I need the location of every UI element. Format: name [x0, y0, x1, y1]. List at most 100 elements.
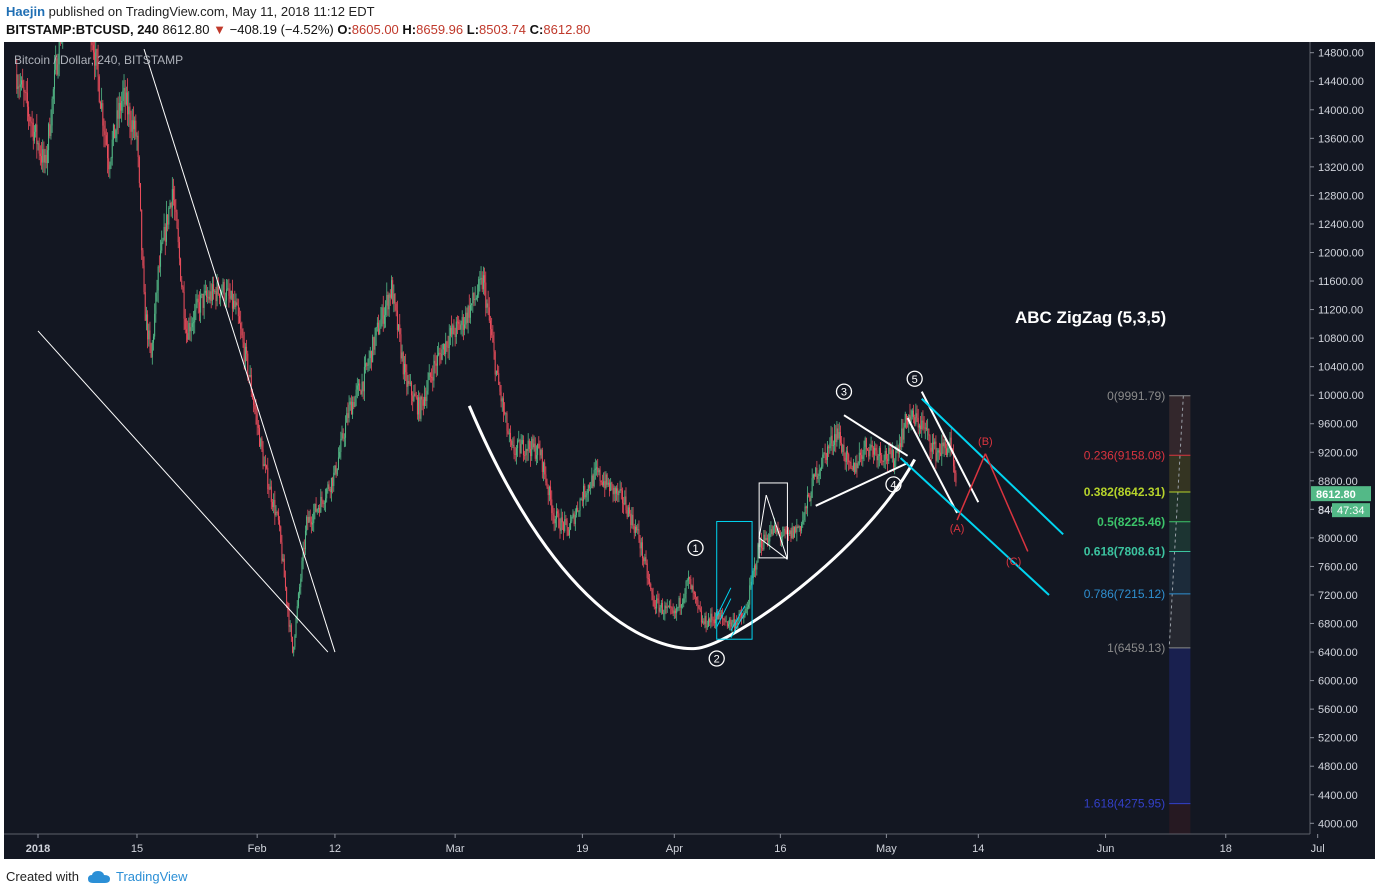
candle-body: [208, 296, 210, 300]
candle-body: [596, 467, 598, 469]
candle-body: [514, 453, 516, 455]
time-tick-label: Feb: [248, 843, 267, 855]
last-price-tag: [1311, 486, 1371, 502]
candle-body: [527, 440, 529, 451]
candle-body: [383, 315, 385, 324]
candle-body: [297, 593, 299, 607]
candle-body: [134, 120, 136, 130]
candle-body: [116, 110, 118, 131]
candle-body: [768, 541, 770, 543]
candle-body: [206, 290, 208, 298]
time-tick-label: May: [876, 843, 897, 855]
candle-body: [140, 183, 142, 210]
candle-body: [546, 482, 548, 488]
candle-body: [810, 497, 812, 501]
candle-body: [418, 397, 420, 415]
candle-body: [238, 316, 240, 324]
candle-body: [299, 587, 301, 594]
abc-wave-label: (C): [1006, 556, 1021, 568]
candle-body: [115, 130, 117, 139]
candle-body: [884, 450, 886, 461]
drawings-layer: [37, 48, 1064, 653]
candle-body: [553, 514, 555, 524]
candle-body: [416, 397, 418, 415]
candle-body: [224, 300, 226, 302]
candle-body: [942, 442, 944, 447]
candle-body: [498, 373, 500, 385]
candle-body: [49, 124, 51, 137]
candle-body: [243, 342, 245, 362]
mini-channel-line: [730, 605, 746, 631]
candle-body: [580, 499, 582, 501]
candle-body: [128, 106, 130, 115]
candle-body: [808, 494, 810, 496]
candle-body: [540, 449, 542, 456]
candle-body: [290, 625, 292, 637]
candle-body: [816, 467, 818, 480]
candle-body: [871, 444, 873, 448]
decline-wedge-upper: [920, 391, 980, 503]
candle-body: [178, 242, 180, 259]
candle-body: [814, 474, 816, 477]
candle-body: [789, 530, 791, 534]
candle-body: [858, 452, 860, 464]
candle-body: [874, 448, 876, 455]
candle-body: [603, 481, 605, 486]
tradingview-link[interactable]: TradingView: [87, 869, 188, 884]
candle-body: [491, 329, 493, 336]
candle-body: [570, 521, 572, 530]
candle-body: [228, 288, 230, 296]
candle-body: [930, 447, 932, 452]
candle-body: [599, 469, 601, 481]
wave-number-circle: [885, 476, 902, 493]
abc-wave-label: (B): [978, 436, 993, 448]
candle-body: [742, 617, 744, 619]
abc-leg-b-c: [984, 453, 1029, 552]
candle-body: [461, 317, 463, 326]
candle-body: [607, 482, 609, 485]
candle-body: [863, 446, 865, 457]
candle-body: [792, 527, 794, 538]
candle-body: [649, 579, 651, 584]
candle-body: [44, 154, 46, 163]
candle-body: [876, 450, 878, 461]
candle-body: [18, 86, 20, 88]
candle-body: [365, 363, 367, 367]
candle-body: [916, 413, 918, 418]
candle-body: [144, 292, 146, 321]
candle-body: [743, 615, 745, 619]
candle-body: [510, 432, 512, 441]
chart-background: [4, 42, 1375, 859]
candle-body: [611, 482, 613, 485]
candle-body: [506, 413, 508, 431]
price-tick-label: 9200.00: [1318, 447, 1358, 459]
candle-body: [246, 346, 248, 354]
candle-body: [350, 401, 352, 415]
candle-body: [458, 321, 460, 324]
candle-body: [340, 438, 342, 452]
labels-layer: Bitcoin / Dollar, 240, BITSTAMP ABC ZigZa…: [14, 53, 1371, 667]
candle-body: [403, 363, 405, 375]
candle-body: [825, 452, 827, 461]
candle-body: [560, 517, 562, 531]
candle-body: [645, 557, 647, 564]
candle-body: [521, 440, 523, 444]
candle-body: [439, 352, 441, 354]
candle-body: [111, 139, 113, 159]
candle-body: [213, 284, 215, 292]
candle-body: [337, 457, 339, 469]
candle-body: [568, 529, 570, 536]
candle-body: [201, 293, 203, 296]
candle-body: [151, 342, 153, 358]
candle-body: [284, 577, 286, 588]
candle-body: [310, 521, 312, 525]
candle-body: [33, 131, 35, 141]
chart-svg[interactable]: 0(9991.79) 0.236(9158.08) 0.382(8642.31) 0.…: [4, 0, 1375, 859]
author-name[interactable]: Haejin: [6, 4, 46, 19]
candle-body: [870, 444, 872, 447]
chart-pane[interactable]: 0(9991.79) 0.236(9158.08) 0.382(8642.31) 0.…: [4, 0, 1375, 859]
time-tick-label: Jun: [1097, 843, 1115, 855]
time-tick-label: 15: [131, 843, 143, 855]
candle-body: [706, 626, 708, 628]
wave-number-label: 2: [714, 653, 720, 665]
